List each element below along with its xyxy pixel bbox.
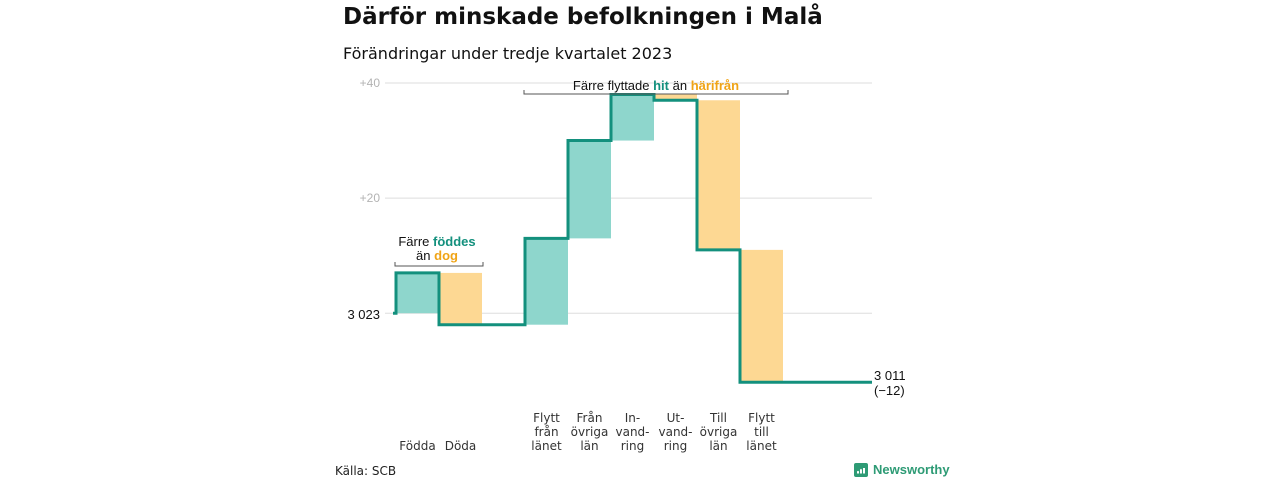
migration-annotation: Färre flyttade hit än härifrån — [523, 78, 789, 95]
waterfall-bar — [697, 100, 740, 250]
bars — [396, 94, 783, 383]
category-label: Ut- — [667, 411, 685, 425]
waterfall-bar — [525, 238, 568, 325]
category-label: övriga — [571, 425, 609, 439]
newsworthy-logo-icon — [854, 462, 868, 477]
chart-subtitle: Förändringar under tredje kvartalet 2023 — [343, 44, 673, 63]
category-label: till — [754, 425, 769, 439]
migration-bracket — [523, 90, 789, 95]
category-label: Till — [709, 411, 727, 425]
category-label: Flytt — [748, 411, 775, 425]
category-label: län — [709, 439, 727, 453]
y-tick-label: +20 — [360, 191, 381, 205]
migration-annotation-text: Färre flyttade hit än härifrån — [573, 78, 739, 93]
brand-logo: Newsworthy — [854, 462, 950, 477]
category-label: ring — [621, 439, 645, 453]
waterfall-bar — [654, 94, 697, 101]
category-label: övriga — [700, 425, 738, 439]
category-label: länet — [746, 439, 777, 453]
start-value-label: 3 023 — [347, 307, 380, 322]
births-annotation-line1: Färre föddes — [398, 234, 475, 249]
waterfall-bar — [568, 140, 611, 239]
category-label: ring — [664, 439, 688, 453]
y-tick-label: +40 — [360, 76, 381, 90]
category-label: länet — [531, 439, 562, 453]
category-label: Flytt — [533, 411, 560, 425]
waterfall-bar — [740, 249, 783, 383]
end-change-label: (−12) — [874, 383, 905, 398]
brand-name: Newsworthy — [873, 462, 950, 477]
category-label: vand- — [658, 425, 692, 439]
category-label: vand- — [615, 425, 649, 439]
end-value-label: 3 011 — [874, 368, 906, 383]
category-label: från — [534, 425, 558, 439]
source-note: Källa: SCB — [335, 464, 397, 478]
category-label: Döda — [445, 439, 477, 453]
births-bracket — [394, 262, 484, 267]
category-label: Födda — [399, 439, 435, 453]
chart-title: Därför minskade befolkningen i Malå — [343, 4, 823, 30]
grid-lines: +40 +20 — [360, 76, 872, 314]
category-label: In- — [625, 411, 640, 425]
population-step-line — [393, 93, 872, 384]
category-label: län — [580, 439, 598, 453]
waterfall-bar — [611, 94, 654, 141]
births-annotation-line2: än dog — [416, 248, 458, 263]
waterfall-bar — [439, 272, 482, 325]
waterfall-bar — [396, 272, 439, 314]
category-labels: Födda DödaFlyttfrånlänetFrånövrigalänIn-v… — [399, 411, 777, 453]
category-label: Från — [577, 411, 603, 425]
births-annotation: Färre föddes än dog — [394, 234, 484, 267]
